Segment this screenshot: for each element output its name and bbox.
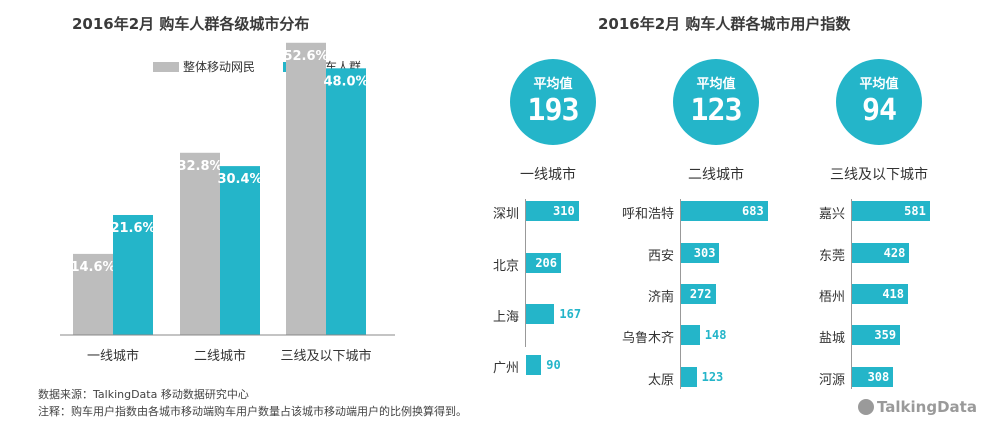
- index-value: 359: [874, 328, 897, 342]
- city-label: 上海: [492, 310, 519, 325]
- bar-2-2: [220, 166, 260, 335]
- index-bar: [526, 253, 562, 273]
- tier-axis-1: [525, 199, 526, 347]
- city-label: 深圳: [492, 207, 519, 222]
- index-bar: [526, 355, 542, 375]
- index-value: 90: [546, 358, 561, 372]
- index-bar: [526, 304, 555, 324]
- index-bar: [681, 367, 697, 387]
- index-value: 428: [883, 246, 906, 260]
- city-label: 东莞: [818, 249, 845, 264]
- city-label: 济南: [647, 290, 674, 305]
- city-label: 北京: [492, 259, 519, 274]
- index-value: 148: [704, 328, 727, 342]
- index-value: 308: [867, 370, 890, 384]
- bar-2-1: [180, 152, 220, 335]
- right-chart-title: 2016年2月 购车人群各城市用户指数: [598, 15, 851, 33]
- index-bar: [681, 325, 700, 345]
- average-value: 123: [690, 93, 742, 128]
- distribution-bar-chart: 整体移动网民 购车人群14.6%21.6%一线城市32.8%30.4%二线城市52…: [60, 42, 395, 364]
- index-value: 303: [693, 246, 716, 260]
- index-bar: [681, 201, 768, 221]
- category-label-2: 二线城市: [194, 348, 246, 364]
- average-label: 平均值: [696, 77, 736, 92]
- logo-text: TalkingData: [877, 398, 977, 416]
- city-label: 河源: [818, 373, 845, 388]
- city-label: 嘉兴: [818, 207, 845, 222]
- index-value: 167: [559, 307, 582, 321]
- category-label-3: 三线及以下城市: [280, 348, 371, 364]
- city-label: 呼和浩特: [621, 207, 674, 222]
- bar-label-1-2: 21.6%: [110, 221, 155, 236]
- city-label: 梧州: [818, 290, 845, 305]
- index-bar: [852, 201, 930, 221]
- city-label: 西安: [647, 249, 674, 264]
- average-circle-3: 平均值 94: [836, 59, 922, 145]
- index-bar: [681, 243, 720, 263]
- index-bar: [852, 325, 901, 345]
- tier-title-2: 二线城市: [688, 167, 744, 183]
- bar-3-2: [326, 68, 366, 335]
- bar-1-2: [113, 214, 153, 335]
- city-label: 乌鲁木齐: [621, 331, 674, 346]
- index-bar: [852, 367, 894, 387]
- bar-3-1: [286, 42, 326, 335]
- bar-label-3-1: 52.6%: [283, 49, 328, 64]
- bar-label-2-2: 30.4%: [217, 172, 262, 187]
- index-bar: [852, 243, 910, 263]
- tier-title-1: 一线城市: [520, 167, 576, 183]
- average-value: 193: [527, 93, 579, 128]
- city-label: 太原: [647, 373, 674, 388]
- bar-1-1: [73, 253, 113, 335]
- average-label: 平均值: [859, 77, 899, 92]
- tier-axis-2: [680, 199, 681, 389]
- index-value: 418: [882, 287, 904, 301]
- index-bar: [526, 201, 579, 221]
- average-circle-2: 平均值 123: [673, 59, 759, 145]
- index-value: 123: [701, 370, 724, 384]
- city-label: 盐城: [818, 331, 845, 346]
- legend-swatch-1: [153, 62, 179, 72]
- city-label: 广州: [492, 361, 519, 376]
- bar-label-1-1: 14.6%: [70, 260, 115, 275]
- tier-axis-3: [851, 199, 852, 389]
- index-value: 310: [553, 204, 575, 218]
- average-label: 平均值: [533, 77, 573, 92]
- index-value: 272: [689, 287, 712, 301]
- footnote: 注释：购车用户指数由各城市移动端购车用户数量占该城市移动端用户的比例换算得到。: [38, 405, 467, 418]
- index-value: 581: [904, 204, 926, 218]
- bar-label-2-1: 32.8%: [177, 159, 222, 174]
- logo-icon: [858, 399, 874, 415]
- left-chart-title: 2016年2月 购车人群各级城市分布: [72, 15, 310, 33]
- talkingdata-logo: TalkingData: [858, 398, 977, 416]
- tier-title-3: 三线及以下城市: [830, 167, 928, 183]
- data-source: 数据来源：TalkingData 移动数据研究中心: [38, 388, 249, 401]
- average-circle-1: 平均值 193: [510, 59, 596, 145]
- index-bar: [852, 284, 908, 304]
- category-label-1: 一线城市: [87, 348, 139, 364]
- index-value: 683: [742, 204, 764, 218]
- average-value: 94: [861, 93, 897, 128]
- legend-label-1: 整体移动网民: [183, 59, 255, 74]
- bar-label-3-2: 48.0%: [323, 74, 368, 89]
- index-value: 206: [535, 256, 558, 270]
- index-bar: [681, 284, 716, 304]
